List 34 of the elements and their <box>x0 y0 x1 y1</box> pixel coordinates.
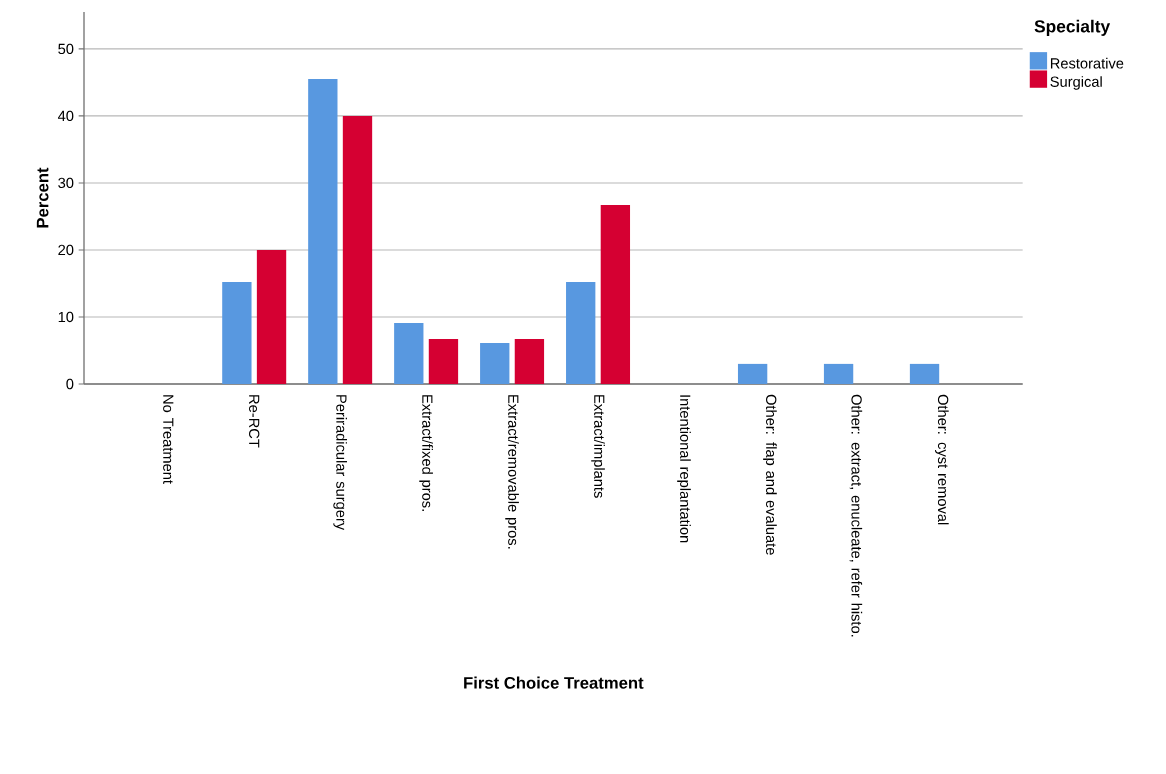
bar <box>394 323 424 384</box>
x-tick-label: Extract/implants <box>591 395 605 498</box>
bar <box>308 79 338 384</box>
bar <box>342 115 373 384</box>
x-tick-label: Re-RCT <box>249 395 260 448</box>
x-tick-label: Intentional replantation <box>677 395 691 543</box>
x-tick-label: Extract/removable pros. <box>505 395 519 549</box>
bar <box>737 363 768 384</box>
bar <box>256 249 287 384</box>
legend-label: Surgical <box>1050 76 1102 90</box>
x-tick-label: Other: flap and evaluate <box>763 394 777 555</box>
x-tick-label: No Treatment <box>163 395 174 484</box>
bar <box>480 343 510 384</box>
legend-title: Specialty <box>1034 19 1111 36</box>
x-axis-title: First Choice Treatment <box>464 676 644 689</box>
y-tick-label: 0 <box>66 378 74 390</box>
x-tick-label: Other: extract, enucleate, refer histo. <box>849 394 863 637</box>
bar <box>823 363 854 384</box>
y-tick-label: 50 <box>58 43 74 55</box>
legend-label: Restorative <box>1050 57 1124 69</box>
y-tick-label: 40 <box>57 110 74 122</box>
x-tick-label: Periradicular surgery <box>333 395 347 531</box>
bar <box>600 205 631 384</box>
y-axis-title: Percent <box>36 167 49 228</box>
bar <box>909 363 940 384</box>
x-tick-label: Other: cyst removal <box>935 394 949 525</box>
bar <box>222 282 252 384</box>
y-tick-label: 20 <box>58 244 74 256</box>
x-tick-label: Extract/fixed pros. <box>419 395 433 511</box>
y-tick-label: 10 <box>58 311 74 323</box>
bar <box>514 339 545 384</box>
bar <box>566 282 596 384</box>
y-tick-label: 30 <box>58 177 74 189</box>
bar <box>428 339 459 384</box>
